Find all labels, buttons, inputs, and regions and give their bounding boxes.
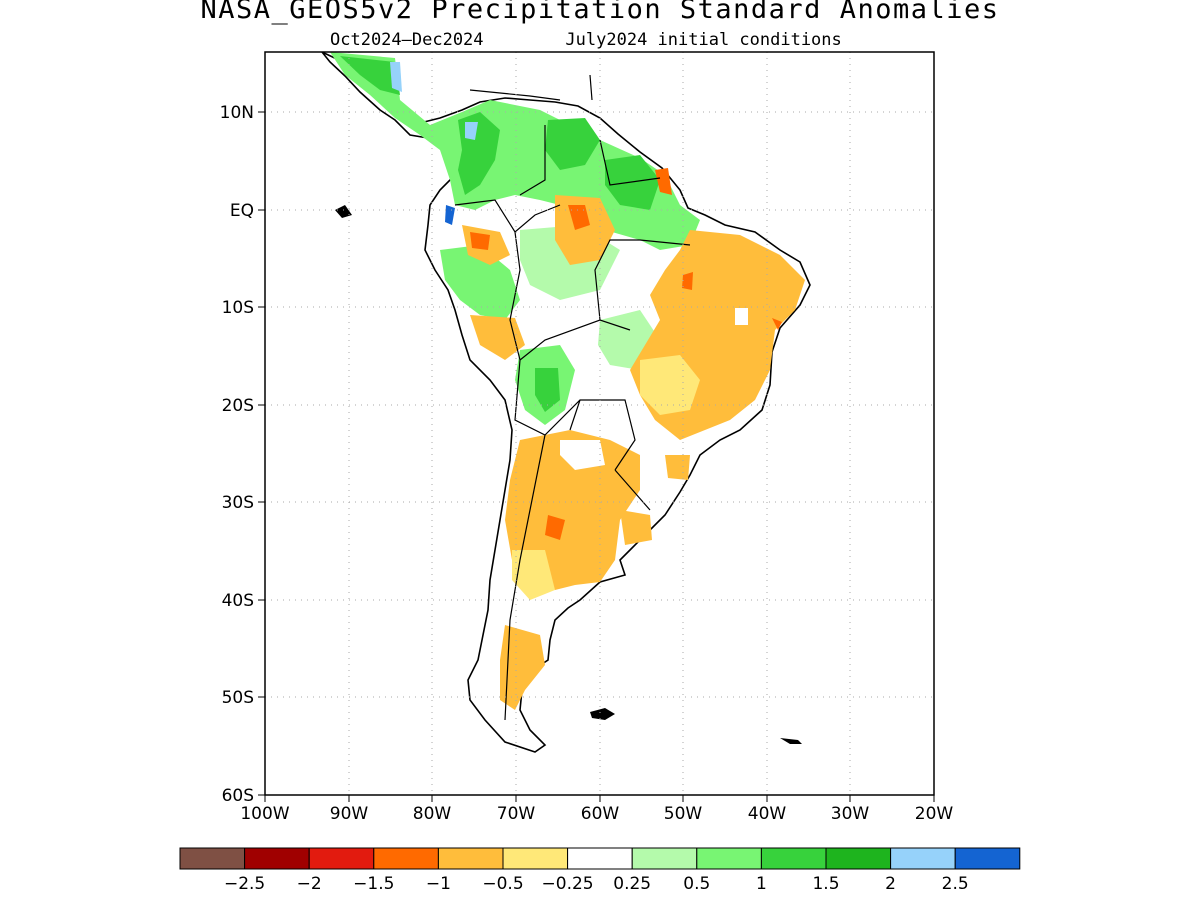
lat-tick-label: 30S — [222, 493, 254, 513]
initial-conditions: July2024 initial conditions — [565, 30, 842, 50]
anomaly-green-north — [330, 52, 700, 250]
anomaly-darkorange-argentina — [545, 515, 565, 540]
anomaly-blue-colombia — [465, 122, 478, 140]
anomaly-orange-amazon — [555, 195, 615, 265]
colorbar-label: 1.5 — [812, 874, 839, 894]
lat-tick-label: 10N — [220, 103, 254, 123]
colorbar-swatch — [308, 847, 375, 870]
lon-tick-label: 50W — [664, 804, 703, 824]
colorbar-swatch — [244, 847, 310, 870]
colorbar-label: 2 — [885, 874, 896, 894]
colorbar-swatch — [696, 847, 762, 870]
colorbar-label: −1.5 — [353, 874, 394, 894]
lat-tick-label: EQ — [230, 201, 254, 221]
colorbar-swatch — [179, 847, 246, 870]
anomaly-orange-guiana — [655, 168, 672, 195]
falkland-islands — [590, 708, 615, 720]
colorbar-label: 2.5 — [942, 874, 969, 894]
lon-tick-label: 90W — [330, 804, 369, 824]
anomaly-darkgreen-centralamerica — [340, 56, 400, 95]
lon-tick-label: 40W — [748, 804, 787, 824]
lat-tick-label: 20S — [222, 396, 254, 416]
colorbar-swatch — [825, 847, 892, 870]
colorbar-swatch — [631, 847, 698, 870]
lat-tick-label: 10S — [222, 298, 254, 318]
anomaly-green-peru — [440, 245, 520, 320]
country-borders — [454, 125, 691, 721]
colorbar-swatch — [760, 847, 827, 870]
anomaly-white-argentina — [560, 440, 605, 470]
anomaly-yellow-argentina — [512, 550, 555, 600]
figure-subtitle: Oct2024–Dec2024 July2024 initial conditi… — [330, 30, 842, 50]
colorbar-swatch — [890, 847, 956, 870]
anomaly-darkorange-brazil — [682, 272, 693, 290]
anomaly-white-spot-brazil — [735, 308, 748, 325]
colorbar-label: 0.5 — [683, 874, 710, 894]
caribbean-islands — [469, 74, 593, 101]
anomaly-darkorange-amazon — [568, 205, 590, 230]
colorbar-swatch — [437, 847, 504, 870]
anomaly-darkorange-brazil-coast — [772, 318, 782, 330]
forecast-period: Oct2024–Dec2024 — [330, 30, 484, 50]
anomaly-blue-centralamerica — [390, 62, 402, 92]
lat-axis: 10N EQ 10S 20S 30S 40S 50S 60S — [220, 103, 265, 806]
lon-tick-label: 80W — [413, 804, 452, 824]
lat-tick-label: 50S — [222, 688, 254, 708]
lon-tick-label: 70W — [497, 804, 536, 824]
map-plot-area — [321, 52, 811, 753]
colorbar-label: −1 — [426, 874, 451, 894]
anomaly-blue-ecuador — [445, 205, 455, 225]
lon-tick-label: 60W — [581, 804, 620, 824]
colorbar-label: 1 — [756, 874, 767, 894]
anomaly-darkgreen-venezuela — [545, 118, 600, 170]
anomaly-orange-uruguay — [620, 510, 652, 545]
lon-tick-label: 100W — [240, 804, 289, 824]
colorbar-swatch — [502, 847, 569, 870]
anomaly-darkgreen-guyana — [605, 155, 660, 210]
anomaly-darkgreen-bolivia — [535, 368, 560, 412]
lat-tick-label: 60S — [222, 786, 254, 806]
colorbar-label: −0.5 — [482, 874, 523, 894]
colorbar-swatch — [567, 847, 633, 870]
lon-tick-label: 30W — [831, 804, 870, 824]
south-georgia — [780, 738, 802, 744]
colorbar-label: 0.25 — [613, 874, 651, 894]
lon-tick-label: 20W — [915, 804, 954, 824]
lat-tick-label: 40S — [222, 591, 254, 611]
colorbar-label: −2.5 — [224, 874, 265, 894]
colorbar: −2.5 −2 −1.5 −1 −0.5 −0.25 0.25 0.5 1 1.5 2 2.5 — [179, 847, 1021, 894]
colorbar-label: −2 — [297, 874, 322, 894]
galapagos-islands — [335, 205, 352, 218]
colorbar-swatch — [373, 847, 439, 870]
anomaly-orange-patagonia — [500, 625, 545, 710]
lon-axis: 100W 90W 80W 70W 60W 50W 40W 30W 20W — [240, 795, 953, 824]
anomaly-darkorange-peru — [470, 232, 490, 250]
anomaly-orange-south-brazil — [665, 455, 690, 480]
anomaly-yellow-east-brazil — [640, 355, 700, 415]
colorbar-label: −0.25 — [542, 874, 594, 894]
colorbar-swatch — [954, 847, 1021, 870]
figure-title: NASA_GEOS5v2 Precipitation Standard Anom… — [200, 0, 1000, 25]
